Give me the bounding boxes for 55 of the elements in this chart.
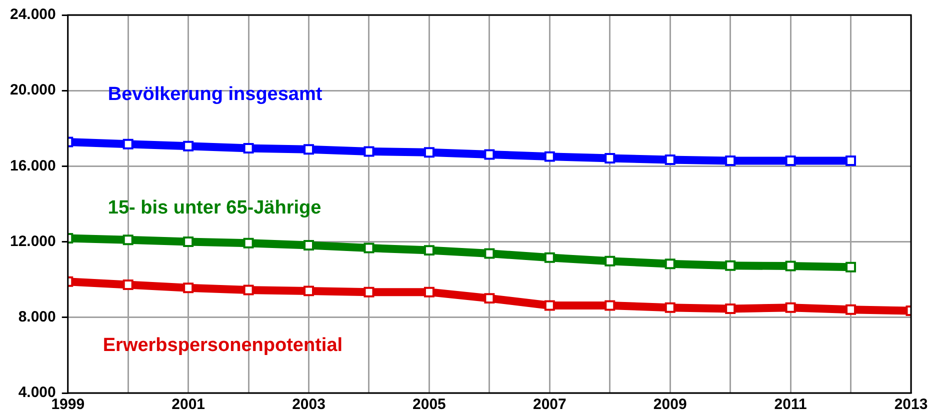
point <box>183 236 194 248</box>
point <box>183 140 194 152</box>
point <box>424 286 434 298</box>
point <box>484 149 495 160</box>
x-tick-label: 1999 <box>51 396 85 414</box>
point <box>725 260 736 271</box>
point <box>544 151 555 162</box>
point <box>122 234 134 246</box>
series-label: 15- bis unter 65-Jährige <box>108 197 322 218</box>
point <box>364 242 374 254</box>
text: Erwerbspersonenpotential <box>102 334 343 356</box>
y-tick-label: 8.000 <box>18 308 56 326</box>
y-tick-label: 24.000 <box>10 6 56 24</box>
point <box>183 282 194 294</box>
x-tick-label: 2013 <box>894 396 928 414</box>
x-tick-label: 2005 <box>412 396 446 414</box>
point <box>846 304 856 315</box>
x-tick-label: 2001 <box>172 396 206 414</box>
point <box>785 302 796 313</box>
text: Bevölkerung insgesamt <box>108 84 323 106</box>
point <box>122 279 134 290</box>
point <box>846 262 856 272</box>
point <box>725 303 736 314</box>
point <box>364 146 374 157</box>
x-tick-label: 2011 <box>774 396 807 414</box>
x-tick-label: 2003 <box>292 396 326 414</box>
point <box>364 286 374 298</box>
y-tick-label: 12.000 <box>10 232 56 250</box>
point <box>725 155 736 166</box>
point <box>604 300 616 311</box>
point <box>664 154 676 166</box>
point <box>122 138 134 150</box>
x-tick-label: 2007 <box>532 396 566 414</box>
point <box>484 248 495 259</box>
point <box>424 147 434 158</box>
point <box>304 286 314 296</box>
point <box>304 240 314 250</box>
point <box>544 252 555 263</box>
point <box>484 293 495 304</box>
point <box>424 245 434 256</box>
point <box>243 238 254 248</box>
point <box>304 144 314 155</box>
point <box>664 258 676 270</box>
y-tick-label: 20.000 <box>10 82 56 99</box>
point <box>243 143 254 154</box>
point <box>604 153 616 164</box>
point <box>785 260 796 272</box>
point <box>846 155 856 166</box>
point <box>785 155 796 166</box>
x-tick-label: 2009 <box>653 396 687 414</box>
point <box>604 256 616 266</box>
y-tick-label: 16.000 <box>10 157 56 174</box>
point <box>664 302 676 313</box>
point <box>544 300 555 311</box>
point <box>243 284 254 296</box>
